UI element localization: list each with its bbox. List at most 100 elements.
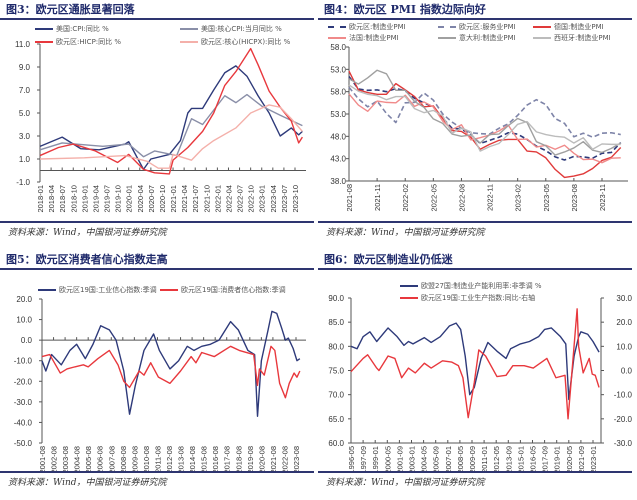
y-tick-label: 85.0	[328, 318, 344, 327]
y-tick-label: 75.0	[328, 367, 344, 376]
series-line	[348, 84, 621, 152]
x-tick-label: 2020-08	[257, 446, 266, 472]
x-tick-label: 2021-04	[180, 185, 189, 213]
y-tick-label: -10.0	[14, 357, 33, 366]
series-line	[350, 308, 600, 420]
x-tick-label: 2020-04	[136, 185, 145, 213]
series-line	[348, 70, 622, 179]
y-tick-label: 43.0	[330, 155, 346, 164]
y-tick-label: 70.0	[328, 391, 344, 400]
x-tick-label: 2005-09	[432, 446, 441, 472]
x-tick-label: 2018-01	[36, 185, 45, 213]
y-tick-label: 58.0	[330, 43, 346, 52]
x-tick-label: 2021-07	[191, 185, 200, 213]
series-line	[348, 86, 621, 139]
x-tick-label: 2000-05	[383, 446, 392, 472]
x-tick-label: 2014-08	[188, 446, 197, 472]
figure-5-panel: 图5：欧元区消费者信心指数走高 20.0 10.0 0.0 -10.0 -20.0 -30…	[0, 250, 318, 500]
y-tick-label: 3.0	[19, 132, 31, 141]
legend-swatch	[180, 41, 198, 43]
legend-swatch	[400, 285, 418, 287]
x-tick-label: 2022-07	[236, 185, 245, 213]
legend-item: 欧元区19国:工业信心指数:季调	[38, 285, 157, 295]
legend-item: 美国:CPI:同比 %	[35, 24, 109, 34]
y-tick-label: 5.0	[19, 109, 31, 118]
y-tick-label: 0.0	[21, 336, 33, 345]
series-line	[39, 93, 303, 158]
x-tick-label: 2019-01	[553, 446, 562, 472]
x-tick-label: 2022-08	[457, 184, 466, 212]
x-tick-label: 2019-08	[246, 446, 255, 472]
y-tick-label: 60.0	[328, 439, 344, 448]
y-tick-label: 7.0	[19, 86, 31, 95]
legend-item: 法国:制造业PMI	[328, 33, 399, 43]
chart-title: 图5：欧元区消费者信心指数走高	[6, 253, 168, 266]
source-note: 资料来源：Wind，中国银河证券研究院	[8, 478, 167, 488]
y-tick-label: 10.0	[16, 316, 32, 325]
series-line	[41, 310, 301, 417]
x-tick-label: 2018-07	[58, 185, 67, 213]
legend-swatch	[35, 28, 53, 30]
x-tick-label: 2006-08	[96, 446, 105, 472]
x-tick-label: 2023-01	[258, 185, 267, 213]
x-tick-label: 2023-05	[542, 184, 551, 212]
x-tick-label: 2015-08	[200, 446, 209, 472]
y2-tick-label: 10.0	[616, 342, 632, 351]
title-divider	[0, 268, 314, 270]
y2-tick-label: -10.0	[614, 391, 633, 400]
y2-tick-label: 30.0	[616, 294, 632, 303]
x-tick-label: 2022-02	[401, 184, 410, 212]
x-tick-label: 2010-08	[142, 446, 151, 472]
legend-swatch	[400, 297, 418, 299]
legend-label: 欧元区:服务业PMI	[459, 23, 516, 31]
x-tick-label: 2001-09	[395, 446, 404, 472]
legend-label: 欧元区19国:工业信心指数:季调	[59, 286, 157, 294]
x-tick-label: 2021-11	[373, 184, 382, 211]
legend-label: 欧盟27国:制造业产能利用率:非季调 %	[421, 282, 542, 290]
y-tick-label: 80.0	[328, 342, 344, 351]
x-tick-label: 2023-04	[269, 185, 278, 213]
x-tick-label: 2002-08	[50, 446, 59, 472]
x-tick-label: 2018-04	[47, 185, 56, 213]
x-tick-label: 2009-08	[130, 446, 139, 472]
x-tick-label: 2019-01	[80, 185, 89, 213]
x-tick-label: 2009-09	[468, 446, 477, 472]
legend-label: 意大利:制造业PMI	[459, 34, 516, 42]
y-tick-label: -30.0	[14, 398, 33, 407]
legend-label: 欧元区:HICP:同比 %	[56, 38, 122, 46]
y-tick-label: -40.0	[14, 418, 33, 427]
legend-item: 德国:制造业PMI	[533, 22, 604, 32]
x-tick-label: 2022-11	[486, 184, 495, 211]
chart-title: 图6：欧元区制造业仍低迷	[324, 253, 453, 266]
x-tick-label: 2008-05	[456, 446, 465, 472]
legend-label: 法国:制造业PMI	[349, 34, 399, 42]
legend-swatch	[38, 289, 56, 291]
x-tick-label: 2007-01	[444, 446, 453, 472]
y-tick-label: 1.0	[19, 155, 31, 164]
x-tick-label: 2007-08	[107, 446, 116, 472]
legend-swatch	[438, 37, 456, 39]
legend-item: 西班牙:制造业PMI	[533, 33, 611, 43]
legend-label: 西班牙:制造业PMI	[554, 34, 611, 42]
legend-item: 欧元区:HICP:同比 %	[35, 37, 121, 47]
y-tick-label: 38.0	[330, 177, 346, 186]
y-tick-label: 65.0	[328, 415, 344, 424]
y-tick-label: 90.0	[328, 294, 344, 303]
legend-label: 德国:制造业PMI	[554, 23, 604, 31]
legend-item: 欧盟27国:制造业产能利用率:非季调 %	[400, 281, 542, 291]
x-tick-label: 2020-07	[147, 185, 156, 213]
series-line	[348, 93, 621, 164]
y-tick-label: 48.0	[330, 132, 346, 141]
source-note: 资料来源：Wind，中国银河证券研究院	[326, 228, 485, 238]
x-tick-label: 2021-10	[202, 185, 211, 213]
y2-tick-label: -20.0	[614, 415, 633, 424]
confidence-chart: 20.0 10.0 0.0 -10.0 -20.0 -30.0 -40.0 -50.0 2001…	[14, 295, 306, 472]
source-divider	[0, 221, 314, 223]
x-tick-label: 2020-10	[158, 185, 167, 213]
legend-label: 美国:CPI:同比 %	[56, 25, 109, 33]
x-tick-label: 2022-05	[429, 184, 438, 212]
x-tick-label: 2012-05	[492, 446, 501, 472]
legend-swatch	[328, 26, 346, 28]
x-tick-label: 2016-05	[529, 446, 538, 472]
